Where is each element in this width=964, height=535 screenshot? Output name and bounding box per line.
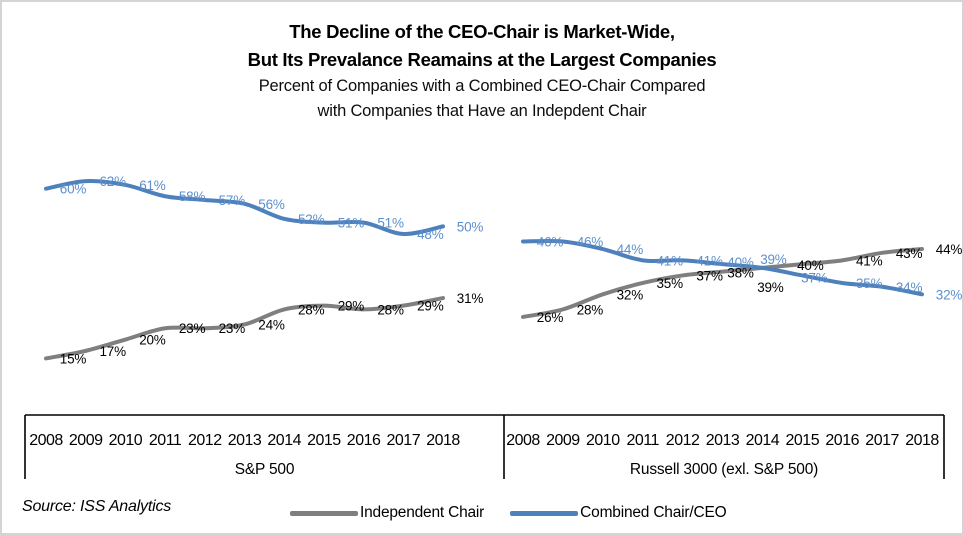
- year-label: 2012: [666, 432, 700, 449]
- data-label: 46%: [577, 234, 604, 249]
- data-label: 34%: [896, 280, 923, 295]
- data-label: 35%: [656, 276, 683, 291]
- year-label: 2009: [546, 432, 580, 449]
- data-label: 60%: [60, 182, 87, 197]
- data-label: 28%: [577, 302, 604, 317]
- legend-item-combined-chair-ceo: Combined Chair/CEO: [510, 504, 727, 522]
- data-label: 37%: [801, 270, 828, 285]
- data-label: 35%: [856, 276, 883, 291]
- series-line-independent-chair: [521, 247, 924, 319]
- data-label: 31%: [457, 291, 484, 306]
- chart-subtitle-line-2: with Companies that Have an Indepdent Ch…: [317, 102, 647, 120]
- data-label: 28%: [377, 302, 404, 317]
- legend-label-independent-chair: Independent Chair: [360, 504, 485, 521]
- data-label: 62%: [99, 174, 126, 189]
- year-label: 2018: [905, 432, 939, 449]
- data-label: 39%: [760, 252, 787, 267]
- year-label: 2016: [825, 432, 859, 449]
- year-label: 2011: [149, 432, 182, 449]
- year-label: 2012: [188, 432, 222, 449]
- year-label: 2015: [307, 432, 341, 449]
- legend-item-independent-chair: Independent Chair: [290, 504, 484, 522]
- data-label: 50%: [457, 219, 484, 234]
- data-label: 23%: [179, 321, 206, 336]
- data-label: 46%: [537, 234, 564, 249]
- data-label: 29%: [417, 299, 444, 314]
- year-label: 2008: [29, 432, 63, 449]
- year-label: 2008: [506, 432, 540, 449]
- data-label: 40%: [797, 258, 824, 273]
- data-label: 56%: [258, 197, 285, 212]
- data-label: 40%: [727, 255, 754, 270]
- independent-chair-line-swatch-icon: [290, 510, 358, 516]
- year-label: 2015: [786, 432, 820, 449]
- chart-title-line-1: The Decline of the CEO-Chair is Market-W…: [289, 21, 675, 42]
- data-label: 41%: [696, 253, 723, 268]
- data-label: 44%: [936, 242, 963, 257]
- year-label: 2018: [426, 432, 460, 449]
- year-label: 2017: [387, 432, 421, 449]
- series-line-independent-chair: [44, 296, 445, 361]
- data-label: 41%: [856, 253, 883, 268]
- data-label: 43%: [896, 246, 923, 261]
- year-label: 2011: [626, 432, 659, 449]
- year-label: 2013: [228, 432, 262, 449]
- data-label: 17%: [99, 344, 126, 359]
- data-label: 52%: [298, 212, 325, 227]
- series-line-combined-chair-ceo: [521, 238, 924, 297]
- year-label: 2017: [865, 432, 899, 449]
- year-label: 2010: [586, 432, 620, 449]
- data-label: 39%: [757, 280, 784, 295]
- data-label: 28%: [298, 302, 325, 317]
- data-label: 23%: [219, 321, 246, 336]
- year-label: 2014: [267, 432, 301, 449]
- data-label: 58%: [179, 189, 206, 204]
- group-label-0: S&P 500: [235, 461, 295, 478]
- year-label: 2014: [746, 432, 780, 449]
- data-label: 32%: [617, 287, 644, 302]
- year-label: 2009: [69, 432, 103, 449]
- legend-label-combined-chair-ceo: Combined Chair/CEO: [580, 504, 727, 521]
- data-label: 44%: [617, 242, 644, 257]
- year-label: 2013: [706, 432, 740, 449]
- year-label: 2016: [347, 432, 381, 449]
- data-label: 26%: [537, 310, 564, 325]
- data-label: 48%: [417, 227, 444, 242]
- data-label: 37%: [696, 268, 723, 283]
- data-label: 51%: [377, 216, 404, 231]
- data-label: 41%: [656, 253, 683, 268]
- data-label: 32%: [936, 287, 963, 302]
- chart-title-line-2: But Its Prevalance Reamains at the Large…: [247, 49, 717, 70]
- data-label: 29%: [338, 299, 365, 314]
- data-label: 24%: [258, 317, 285, 332]
- data-label: 61%: [139, 178, 166, 193]
- combined-chair-ceo-line-swatch-icon: [510, 510, 579, 516]
- chart-subtitle-line-1: Percent of Companies with a Combined CEO…: [258, 77, 706, 95]
- data-label: 15%: [60, 351, 87, 366]
- data-label: 38%: [727, 266, 754, 281]
- data-label: 20%: [139, 333, 166, 348]
- chart-legend: Independent Chair Combined Chair/CEO: [290, 504, 727, 522]
- data-label: 57%: [219, 193, 246, 208]
- year-label: 2010: [109, 432, 143, 449]
- source-note: Source: ISS Analytics: [22, 498, 172, 515]
- data-label: 51%: [338, 216, 365, 231]
- series-line-combined-chair-ceo: [44, 179, 445, 236]
- chart-title-block: The Decline of the CEO-Chair is Market-W…: [2, 18, 962, 124]
- group-label-1: Russell 3000 (exl. S&P 500): [630, 461, 818, 478]
